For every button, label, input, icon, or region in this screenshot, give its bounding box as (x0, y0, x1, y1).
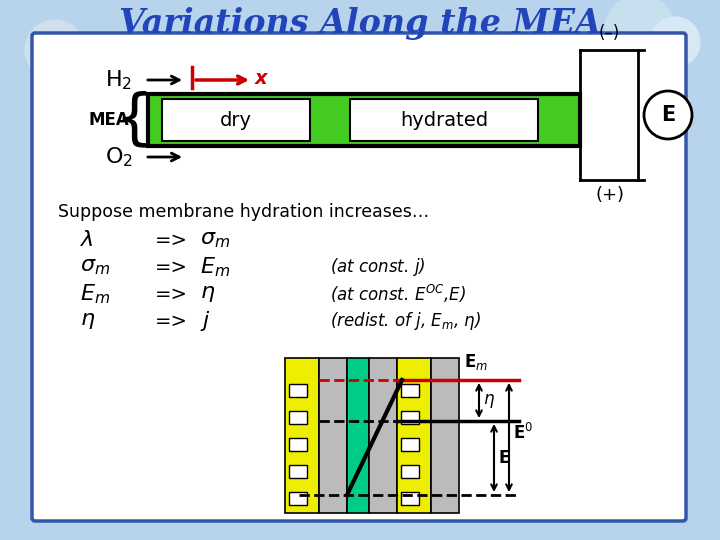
Text: =>: => (155, 285, 188, 303)
Bar (319, 358, 347, 513)
Text: $E_m$: $E_m$ (200, 255, 230, 279)
Text: $E_m$: $E_m$ (80, 282, 110, 306)
Bar (369, 358, 397, 513)
Text: =>: => (155, 231, 188, 249)
Text: Variations Along the MEA: Variations Along the MEA (119, 8, 601, 40)
Bar (347, 358, 369, 513)
Bar (162, 99, 310, 141)
FancyBboxPatch shape (32, 33, 686, 521)
Circle shape (644, 91, 692, 139)
Text: $\sigma_m$: $\sigma_m$ (80, 257, 110, 277)
Text: $\eta$: $\eta$ (200, 284, 215, 304)
Bar (397, 358, 431, 513)
Bar (289, 465, 307, 478)
Bar (401, 411, 419, 424)
Text: $j$: $j$ (200, 309, 211, 333)
Text: MEA: MEA (88, 111, 129, 129)
Text: E: E (498, 449, 509, 467)
Bar (148, 94, 580, 146)
Text: =>: => (155, 312, 188, 330)
Bar (285, 358, 319, 513)
Text: (+): (+) (595, 186, 624, 204)
Bar (289, 492, 307, 505)
Text: (–): (–) (598, 24, 620, 42)
Text: E: E (661, 105, 675, 125)
Bar (401, 492, 419, 505)
Text: $\sigma_m$: $\sigma_m$ (200, 230, 230, 250)
Circle shape (25, 20, 85, 80)
Text: $\eta$: $\eta$ (80, 311, 95, 331)
Text: dry: dry (220, 111, 252, 130)
Text: {: { (114, 91, 153, 150)
Text: $\eta$: $\eta$ (483, 392, 495, 409)
Text: (redist. of $j$, $E_m$, $\eta$): (redist. of $j$, $E_m$, $\eta$) (330, 310, 481, 332)
Text: $\lambda$: $\lambda$ (80, 230, 94, 250)
Bar (401, 438, 419, 451)
Bar (350, 99, 538, 141)
Text: x: x (255, 69, 268, 87)
Text: O$_2$: O$_2$ (105, 145, 133, 169)
Text: (at const. $E^{OC}$,$E$): (at const. $E^{OC}$,$E$) (330, 283, 466, 305)
Text: (at const. $j$): (at const. $j$) (330, 256, 426, 278)
Circle shape (605, 0, 675, 65)
Text: =>: => (155, 258, 188, 276)
Bar (289, 411, 307, 424)
Bar (401, 465, 419, 478)
Text: E$^0$: E$^0$ (513, 422, 533, 443)
Text: hydrated: hydrated (400, 111, 488, 130)
Circle shape (650, 17, 700, 67)
Text: E$_m$: E$_m$ (464, 352, 488, 372)
Text: H$_2$: H$_2$ (105, 68, 132, 92)
Text: Suppose membrane hydration increases…: Suppose membrane hydration increases… (58, 203, 429, 221)
Bar (431, 358, 459, 513)
Bar (289, 384, 307, 397)
Bar (289, 438, 307, 451)
Bar (401, 384, 419, 397)
